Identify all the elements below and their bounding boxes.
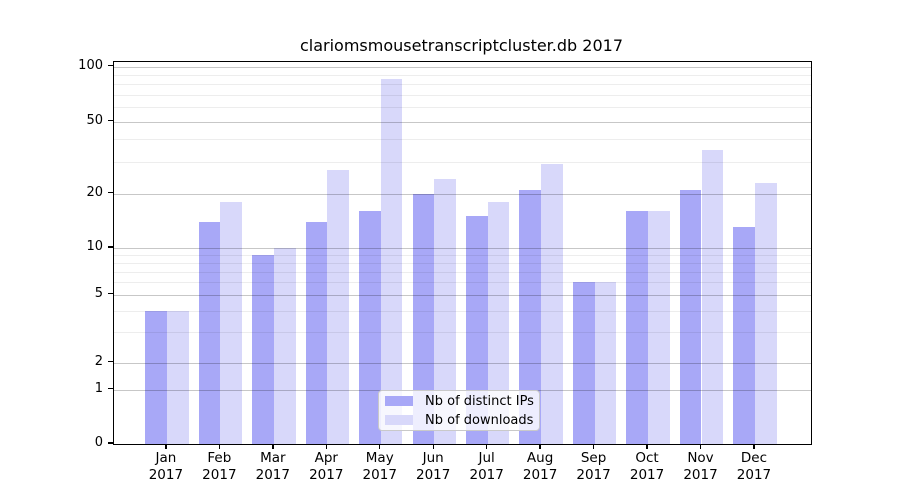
bar-jun-distinct-ips bbox=[412, 193, 435, 444]
legend-label-downloads: Nb of downloads bbox=[425, 412, 534, 428]
x-tick-mark bbox=[646, 444, 648, 450]
bar-jul-downloads bbox=[487, 201, 510, 444]
x-tick-mark bbox=[165, 444, 167, 450]
y-tick-mark bbox=[108, 246, 113, 248]
x-tick-mark bbox=[592, 444, 595, 450]
legend-swatch-distinct-ips bbox=[385, 396, 413, 406]
x-tick-mark bbox=[699, 444, 702, 450]
y-tick-mark bbox=[108, 292, 113, 295]
x-tick-label: Apr 2017 bbox=[309, 450, 344, 483]
x-tick-label: Feb 2017 bbox=[202, 450, 237, 483]
y-tick-mark bbox=[108, 360, 113, 363]
y-tick-label: 10 bbox=[86, 239, 103, 254]
bar-oct-downloads bbox=[648, 211, 670, 444]
y-tick-label: 100 bbox=[78, 57, 103, 73]
bars-layer bbox=[114, 62, 811, 444]
y-tick-mark bbox=[108, 119, 113, 122]
bar-nov-distinct-ips bbox=[679, 189, 702, 444]
x-tick-label: Sep 2017 bbox=[576, 450, 611, 483]
y-tick-label: 5 bbox=[94, 285, 103, 301]
y-tick-label: 20 bbox=[86, 184, 103, 200]
x-tick-mark bbox=[753, 444, 755, 450]
x-tick-label: Jul 2017 bbox=[469, 450, 504, 483]
x-tick-label: May 2017 bbox=[362, 450, 397, 483]
y-tick-label: 2 bbox=[94, 353, 103, 369]
x-tick-mark bbox=[432, 444, 434, 450]
legend-swatch-downloads bbox=[385, 415, 413, 425]
bar-feb-downloads bbox=[220, 201, 243, 444]
x-tick-label: Aug 2017 bbox=[522, 450, 558, 483]
bar-feb-distinct-ips bbox=[198, 221, 221, 444]
x-tick-mark bbox=[325, 444, 327, 450]
legend-item-distinct-ips: Nb of distinct IPs bbox=[385, 393, 539, 409]
y-tick-mark bbox=[108, 442, 113, 444]
bar-mar-downloads bbox=[273, 248, 296, 444]
x-tick-mark bbox=[379, 444, 381, 450]
chart-title: clariomsmousetranscriptcluster.db 2017 bbox=[299, 36, 623, 55]
y-tick-label: 0 bbox=[94, 435, 103, 450]
bar-jul-distinct-ips bbox=[465, 216, 488, 444]
y-tick-mark bbox=[108, 387, 113, 390]
legend-item-downloads: Nb of downloads bbox=[385, 412, 539, 428]
x-tick-mark bbox=[485, 444, 488, 450]
bar-aug-downloads bbox=[541, 164, 563, 444]
x-tick-label: Nov 2017 bbox=[683, 450, 718, 483]
x-tick-label: Dec 2017 bbox=[736, 450, 772, 483]
bar-may-distinct-ips bbox=[359, 211, 381, 444]
bar-oct-distinct-ips bbox=[626, 211, 649, 444]
x-tick-label: Jan 2017 bbox=[148, 450, 184, 483]
x-tick-label: Oct 2017 bbox=[629, 450, 665, 483]
bar-jun-downloads bbox=[434, 179, 456, 444]
x-tick-label: Jun 2017 bbox=[416, 450, 451, 483]
bar-apr-distinct-ips bbox=[305, 221, 328, 444]
x-tick-mark bbox=[272, 444, 274, 450]
x-tick-mark bbox=[539, 444, 541, 450]
bar-may-downloads bbox=[380, 79, 403, 444]
y-tick-label: 50 bbox=[86, 112, 103, 128]
bar-mar-distinct-ips bbox=[252, 255, 274, 444]
bar-sep-downloads bbox=[594, 282, 617, 444]
legend-label-distinct-ips: Nb of distinct IPs bbox=[425, 393, 534, 409]
bar-jan-distinct-ips bbox=[145, 311, 167, 444]
y-tick-mark bbox=[108, 64, 113, 67]
bar-jan-downloads bbox=[166, 311, 189, 444]
plot-area bbox=[113, 61, 812, 445]
bar-aug-distinct-ips bbox=[519, 189, 542, 444]
bar-dec-distinct-ips bbox=[733, 227, 755, 444]
y-tick-label: 1 bbox=[94, 380, 103, 396]
legend: Nb of distinct IPs Nb of downloads bbox=[378, 390, 540, 431]
bar-apr-downloads bbox=[327, 169, 349, 444]
bar-sep-distinct-ips bbox=[572, 282, 595, 444]
y-tick-mark bbox=[108, 191, 113, 194]
bar-nov-downloads bbox=[701, 149, 724, 444]
bar-dec-downloads bbox=[754, 182, 777, 444]
x-tick-mark bbox=[218, 444, 221, 450]
x-tick-label: Mar 2017 bbox=[255, 450, 290, 483]
